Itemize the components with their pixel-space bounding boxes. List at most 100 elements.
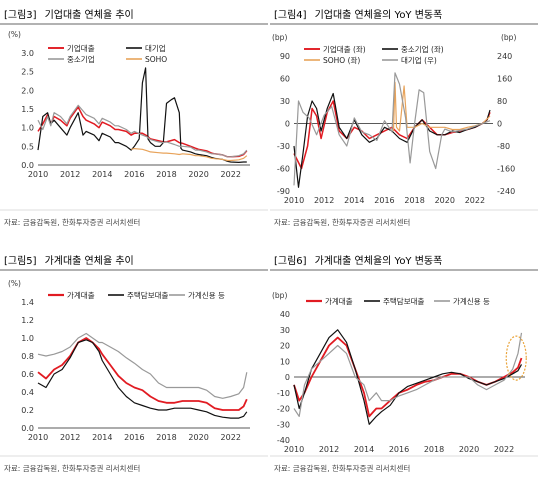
- y-tick-label: -30: [277, 142, 290, 151]
- y-tick-label: 0.8: [21, 352, 34, 361]
- legend-label: 기업대출 (좌): [323, 44, 366, 54]
- legend-label: SOHO (좌): [323, 56, 360, 65]
- y-axis-unit: (bp): [272, 33, 287, 42]
- legend-label: 대기업 (우): [401, 56, 437, 65]
- y-tick-label-right: 160: [497, 75, 512, 84]
- y-tick-label: 60: [280, 75, 290, 84]
- figure-title: [그림5] 가계대출 연체율 추이: [4, 255, 134, 267]
- x-tick-label: 2016: [124, 170, 144, 179]
- y-axis-unit: (%): [8, 279, 21, 288]
- series-line: [293, 72, 491, 186]
- highlight-ellipse: [505, 335, 527, 381]
- x-tick-label: 2018: [404, 196, 424, 205]
- figure-caption: 기업대출 연체율 추이: [45, 8, 134, 21]
- source-note: 자료: 금융감독원, 한화투자증권 리서치센터: [274, 463, 410, 473]
- legend-label: 가계신용 등: [188, 290, 225, 300]
- y-tick-label: 2.0: [21, 86, 34, 95]
- series-line: [293, 329, 523, 425]
- figure-number: [그림5]: [4, 255, 37, 267]
- panel-fig5: [그림5] 가계대출 연체율 추이 (%) 0.0 0.2 0.4 0.6 0.8 1.0 1.2…: [0, 246, 270, 492]
- x-tick-label: 2014: [354, 445, 374, 454]
- series-line: [37, 332, 248, 399]
- x-tick-label: 2010: [284, 445, 304, 454]
- figure-caption: 가계대출 연체율의 YoY 변동폭: [315, 255, 443, 267]
- legend-label: 가계신용 등: [453, 296, 490, 306]
- x-tick-label: 2016: [389, 445, 409, 454]
- figure-title: [그림6] 가계대출 연체율의 YoY 변동폭: [274, 255, 442, 267]
- y-tick-label-right: -80: [497, 142, 510, 151]
- x-tick-label: 2022: [494, 445, 514, 454]
- series-line: [131, 148, 248, 162]
- x-tick-label: 2014: [344, 196, 364, 205]
- y-axis-unit-right: (bp): [501, 33, 516, 42]
- chart-fig6: [그림6] 가계대출 연체율의 YoY 변동폭 (bp) -40 -30 -20 -10 0 1…: [270, 255, 538, 473]
- y-tick-label: 40: [280, 310, 290, 319]
- y-tick-label: 1.4: [21, 298, 34, 307]
- y-tick-label: -20: [277, 405, 290, 414]
- y-tick-label: -90: [277, 187, 290, 196]
- chart-fig5: [그림5] 가계대출 연체율 추이 (%) 0.0 0.2 0.4 0.6 0.8 1.0 1.2…: [0, 255, 268, 473]
- y-tick-label: 1.2: [21, 316, 34, 325]
- x-tick-label: 2018: [156, 170, 176, 179]
- figure-caption: 기업대출 연체율의 YoY 변동폭: [315, 8, 443, 21]
- y-tick-label-right: 240: [497, 52, 512, 61]
- x-tick-label: 2016: [124, 433, 144, 442]
- x-tick-label: 2018: [156, 433, 176, 442]
- y-tick-label: 0.4: [21, 388, 34, 397]
- legend-label: SOHO: [145, 55, 167, 64]
- x-tick-label: 2022: [221, 170, 241, 179]
- legend-label: 중소기업 (좌): [401, 45, 444, 54]
- x-tick-label: 2018: [424, 445, 444, 454]
- x-tick-label: 2010: [28, 433, 48, 442]
- figure-number: [그림6]: [274, 255, 307, 267]
- series-line: [293, 92, 491, 188]
- figure-title: [그림3] 기업대출 연체율 추이: [4, 8, 134, 21]
- y-tick-label: 1.0: [21, 124, 34, 133]
- chart-fig3: [그림3] 기업대출 연체율 추이 (%) 0.0 0.5 1.0 1.5 2.0 2.5 3.0…: [0, 8, 268, 227]
- y-tick-label: -10: [277, 389, 290, 398]
- y-tick-label: 0.2: [21, 406, 34, 415]
- series-line: [293, 100, 491, 170]
- y-tick-label: 10: [280, 357, 290, 366]
- y-tick-label: -60: [277, 165, 290, 174]
- y-tick-label: 1.5: [21, 105, 34, 114]
- x-tick-label: 2010: [28, 170, 48, 179]
- series-line: [37, 339, 248, 419]
- figure-number: [그림4]: [274, 9, 307, 21]
- y-tick-label: 0.0: [21, 424, 34, 433]
- panel-fig4: [그림4] 기업대출 연체율의 YoY 변동폭 (bp) (bp) -90 -60 -30 0…: [270, 0, 540, 246]
- y-tick-label: 1.0: [21, 334, 34, 343]
- figure-number: [그림3]: [4, 9, 37, 21]
- series-line: [37, 337, 248, 411]
- y-axis-unit: (bp): [272, 291, 287, 300]
- y-tick-label-right: -240: [497, 187, 515, 196]
- legend-label: 가계대출: [325, 296, 353, 306]
- source-note: 자료: 금융감독원, 한화투자증권 리서치센터: [274, 217, 410, 227]
- x-tick-label: 2012: [60, 170, 80, 179]
- y-axis-unit: (%): [8, 30, 21, 39]
- x-tick-label: 2012: [319, 445, 339, 454]
- y-tick-label: 2.5: [21, 68, 34, 77]
- x-tick-label: 2016: [374, 196, 394, 205]
- y-tick-label: 0: [285, 373, 290, 382]
- source-note: 자료: 금융감독원, 한화투자증권 리서치센터: [4, 463, 140, 473]
- y-tick-label: -30: [277, 420, 290, 429]
- y-tick-label-right: -160: [497, 165, 515, 174]
- y-tick-label-right: 80: [497, 97, 507, 106]
- legend-label: 주택담보대출: [127, 290, 168, 300]
- panel-fig3: [그림3] 기업대출 연체율 추이 (%) 0.0 0.5 1.0 1.5 2.0 2.5 3.0…: [0, 0, 270, 246]
- legend-label: 중소기업: [67, 55, 95, 64]
- y-tick-label: 30: [280, 97, 290, 106]
- figure-caption: 가계대출 연체율 추이: [45, 255, 134, 267]
- series-line: [392, 81, 491, 132]
- x-tick-label: 2010: [284, 196, 304, 205]
- x-tick-label: 2014: [92, 170, 112, 179]
- y-tick-label: 0.0: [21, 161, 34, 170]
- y-tick-label: 3.0: [21, 49, 34, 58]
- panel-fig6: [그림6] 가계대출 연체율의 YoY 변동폭 (bp) -40 -30 -20 -10 0 1…: [270, 246, 540, 492]
- y-tick-label-right: 0: [497, 120, 502, 129]
- y-tick-label: -40: [277, 436, 290, 445]
- x-tick-label: 2022: [465, 196, 485, 205]
- series-line: [37, 67, 247, 163]
- y-tick-label: 90: [280, 52, 290, 61]
